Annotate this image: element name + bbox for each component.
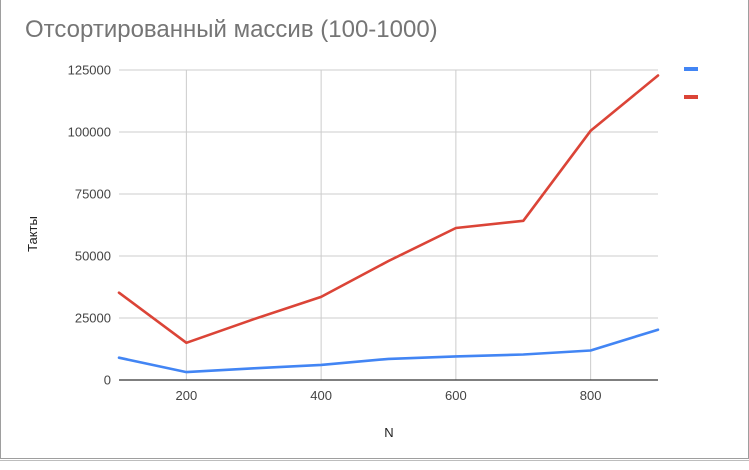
- y-tick-label: 100000: [68, 125, 111, 140]
- y-tick-label: 50000: [75, 249, 111, 264]
- grid-lines: [119, 69, 658, 380]
- legend-key-2: [684, 95, 698, 99]
- y-tick-label: 0: [104, 373, 111, 388]
- y-axis-title: Такты: [25, 216, 40, 252]
- y-tick-label: 125000: [68, 63, 111, 78]
- series-line-1: [117, 328, 660, 374]
- line-chart: 0 25000 50000 75000 100000 125000 200 400 600 800…: [25, 63, 698, 440]
- x-tick-label: 400: [310, 388, 332, 403]
- x-tick-label: 600: [445, 388, 467, 403]
- legend: [684, 67, 698, 99]
- y-tick-label: 75000: [75, 187, 111, 202]
- chart-title: Отсортированный массив (100-1000): [25, 16, 438, 43]
- axes: 0 25000 50000 75000 100000 125000 200 400 600 800: [68, 63, 658, 403]
- bottom-strip: [0, 460, 749, 470]
- series-line-2: [117, 74, 660, 345]
- x-axis-title: N: [384, 425, 393, 440]
- series-lines: [117, 74, 660, 374]
- legend-key-1: [684, 67, 698, 71]
- y-tick-label: 25000: [75, 311, 111, 326]
- x-tick-label: 200: [176, 388, 198, 403]
- x-tick-label: 800: [580, 388, 602, 403]
- chart-frame: [0, 0, 749, 459]
